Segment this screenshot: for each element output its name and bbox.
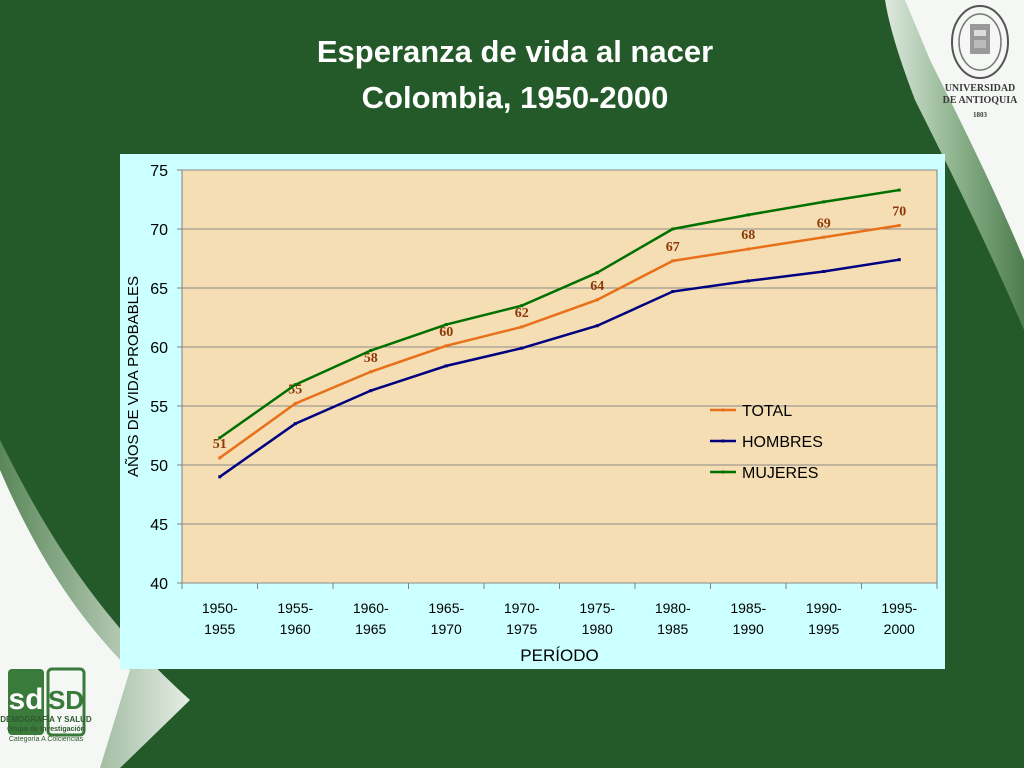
data-point-mujeres (746, 213, 750, 217)
legend-marker-mujeres (721, 470, 725, 474)
data-label-total: 51 (213, 437, 227, 452)
data-point-mujeres (595, 271, 599, 275)
y-tick-label: 70 (150, 222, 168, 239)
x-tick-label: 1955- (277, 600, 313, 616)
legend-label-hombres: HOMBRES (742, 434, 823, 451)
x-tick-label: 1955 (204, 621, 235, 637)
data-point-total (293, 402, 297, 406)
sd-logo-right-letters: SD (48, 685, 84, 715)
x-tick-label: 1965 (355, 621, 386, 637)
data-point-total (746, 247, 750, 251)
data-point-hombres (746, 279, 750, 283)
data-label-total: 67 (666, 240, 680, 255)
x-tick-label: 1980- (655, 600, 691, 616)
data-label-total: 68 (741, 228, 755, 243)
data-point-mujeres (520, 304, 524, 308)
y-tick-label: 40 (150, 576, 168, 593)
university-name-line1: UNIVERSIDAD (944, 83, 1016, 94)
x-tick-label: 2000 (884, 621, 915, 637)
data-label-total: 70 (892, 204, 906, 219)
x-tick-label: 1995- (881, 600, 917, 616)
data-point-mujeres (369, 349, 373, 353)
x-tick-label: 1960- (353, 600, 389, 616)
x-tick-label: 1950- (202, 600, 238, 616)
data-point-mujeres (897, 188, 901, 192)
data-point-mujeres (293, 383, 297, 387)
y-tick-label: 60 (150, 340, 168, 357)
data-point-hombres (520, 346, 524, 350)
x-tick-label: 1990 (733, 621, 764, 637)
y-tick-label: 55 (150, 399, 168, 416)
group-name: DEMOGRAFÍA Y SALUD (0, 715, 92, 724)
x-axis-label: PERÍODO (520, 646, 598, 665)
university-name-line2: DE ANTIOQUIA (942, 95, 1018, 106)
x-tick-label: 1960 (280, 621, 311, 637)
x-tick-label: 1965- (428, 600, 464, 616)
data-point-hombres (293, 422, 297, 426)
x-tick-label: 1995 (808, 621, 839, 637)
y-tick-label: 75 (150, 163, 168, 180)
data-point-hombres (369, 389, 373, 393)
life-expectancy-chart: 40 45 50 55 60 65 70 75 1950- 1955 1955- 1960 1960- 1… (125, 163, 938, 665)
data-point-hombres (218, 475, 222, 479)
data-point-total (218, 456, 222, 460)
x-tick-label: 1970- (504, 600, 540, 616)
chart-panel: 40 45 50 55 60 65 70 75 1950- 1955 1955- 1960 1960- 1… (120, 154, 945, 669)
data-point-hombres (897, 258, 901, 262)
data-point-hombres (444, 364, 448, 368)
data-label-total: 69 (817, 216, 831, 231)
data-point-mujeres (671, 227, 675, 231)
data-label-total: 64 (590, 279, 604, 294)
group-category: Categoría A Colciencias (8, 736, 84, 743)
series-line-hombres (219, 258, 900, 478)
x-tick-label: 1980 (582, 621, 613, 637)
x-tick-label: 1975 (506, 621, 537, 637)
x-tick-label: 1985 (657, 621, 688, 637)
demografia-salud-logo-icon: sd SD (8, 667, 86, 737)
data-label-total: 58 (364, 351, 378, 366)
legend-marker-hombres (721, 439, 725, 443)
group-subtitle: Grupo de Investigación (7, 726, 85, 733)
data-point-total (897, 223, 901, 227)
university-year: 1803 (973, 111, 987, 119)
y-tick-label: 65 (150, 281, 168, 298)
y-tick-label: 45 (150, 517, 168, 534)
legend-label-total: TOTAL (742, 403, 792, 420)
sd-logo-left-letters: sd (8, 683, 43, 716)
series-line-total (219, 224, 900, 459)
data-point-mujeres (218, 436, 222, 440)
slide-title-line2: Colombia, 1950-2000 (361, 80, 669, 115)
university-seal-icon (951, 5, 1009, 79)
y-tick-label: 50 (150, 458, 168, 475)
slide-title-line1: Esperanza de vida al nacer (316, 34, 714, 69)
x-tick-label: 1975- (579, 600, 615, 616)
x-tick-label: 1985- (730, 600, 766, 616)
plot-area (181, 169, 938, 584)
legend-marker-total (721, 408, 725, 412)
series-line-mujeres (219, 188, 900, 439)
data-point-mujeres (822, 200, 826, 204)
x-tick-label: 1970 (431, 621, 462, 637)
data-point-total (520, 325, 524, 329)
data-point-total (369, 370, 373, 374)
x-tick-label: 1990- (806, 600, 842, 616)
legend-label-mujeres: MUJERES (742, 465, 818, 482)
data-label-total: 62 (515, 306, 529, 321)
data-point-hombres (671, 290, 675, 294)
data-point-mujeres (444, 323, 448, 327)
data-point-total (444, 344, 448, 348)
data-point-total (671, 259, 675, 263)
data-point-hombres (595, 324, 599, 328)
data-point-total (595, 298, 599, 302)
data-point-hombres (822, 269, 826, 273)
data-point-total (822, 235, 826, 239)
data-label-total: 60 (439, 325, 453, 340)
y-axis-label: AÑOS DE VIDA PROBABLES (125, 276, 142, 477)
